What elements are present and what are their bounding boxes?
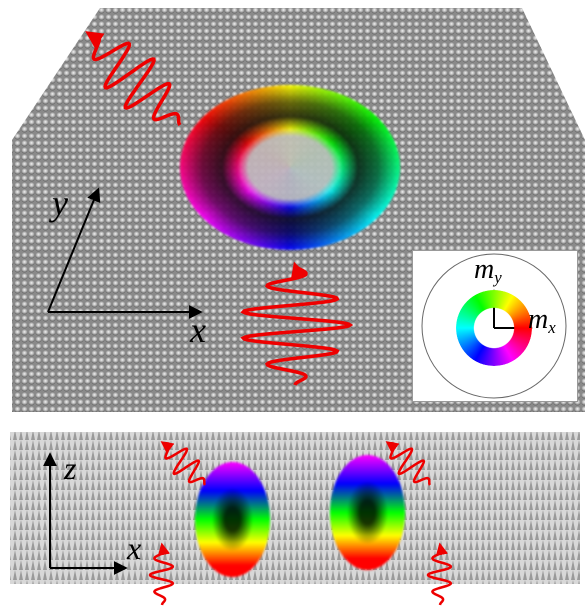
mx-base: m — [528, 304, 548, 335]
my-base: m — [474, 254, 494, 285]
spin-wave — [88, 33, 180, 125]
spin-wave — [428, 545, 451, 605]
spin-wave — [243, 265, 350, 385]
mx-label: mx — [528, 306, 556, 337]
mx-sub: x — [548, 318, 555, 337]
spin-wave — [150, 545, 173, 605]
my-label: my — [474, 256, 502, 287]
figure: y x my mx z x — [0, 0, 585, 612]
color-wheel — [456, 290, 532, 366]
z-label: z — [64, 452, 76, 484]
y-label: y — [52, 185, 68, 221]
spin-wave — [163, 443, 205, 485]
x-label: x — [190, 312, 206, 348]
x-label-bottom: x — [127, 532, 141, 564]
my-sub: y — [494, 268, 501, 287]
spin-wave — [388, 443, 430, 485]
